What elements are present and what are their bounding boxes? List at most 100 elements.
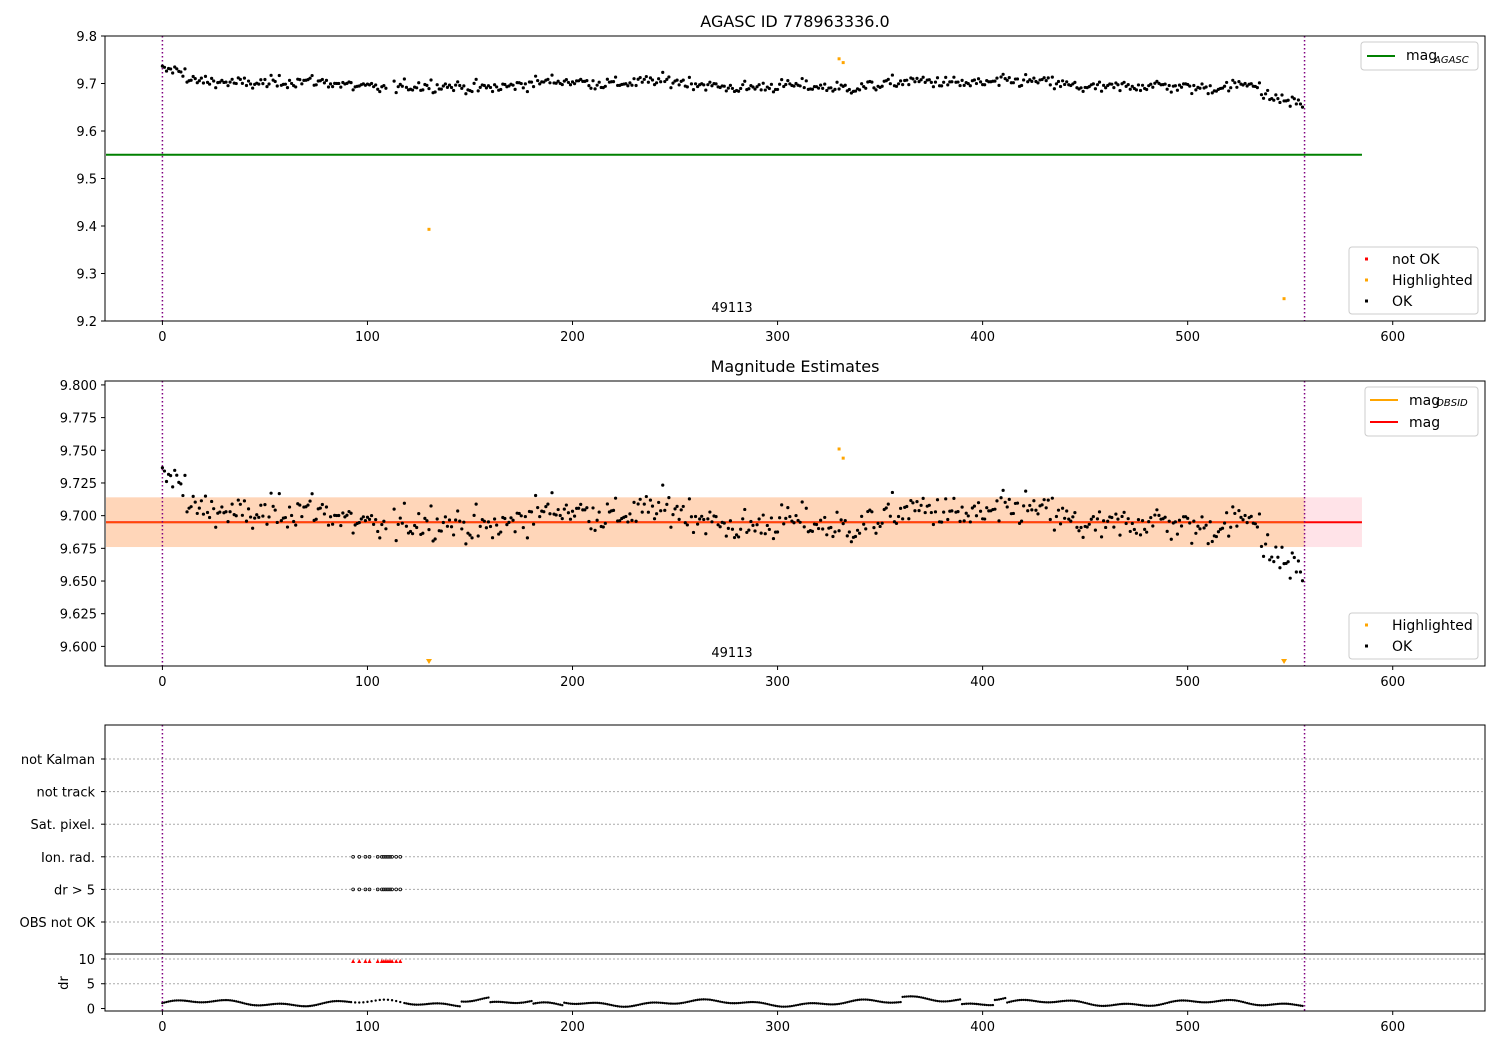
ok-point — [1206, 542, 1210, 546]
ok-point — [1007, 75, 1011, 80]
dr-point — [704, 998, 708, 1001]
ok-point — [872, 526, 876, 530]
ok-point — [560, 82, 564, 87]
dr-point — [651, 1001, 654, 1004]
dr-point — [634, 1004, 638, 1007]
x-tick-label: 0 — [158, 330, 166, 345]
legend-label: OK — [1392, 294, 1413, 310]
dr-point — [819, 1002, 822, 1005]
dr-point — [1198, 1000, 1202, 1004]
flag-label: not track — [36, 786, 95, 801]
dr-point — [1147, 1004, 1150, 1008]
ok-point — [193, 500, 197, 504]
ok-point — [640, 80, 644, 84]
ok-point — [1104, 525, 1108, 530]
dr-point — [362, 1001, 365, 1004]
dr-point — [534, 1002, 537, 1005]
dr-point — [1042, 1001, 1046, 1004]
ok-point — [1259, 544, 1264, 549]
ok-point — [570, 509, 575, 513]
ok-point — [1114, 512, 1118, 516]
ok-point — [267, 82, 271, 86]
ok-point — [205, 80, 210, 84]
dr-point — [661, 1001, 664, 1005]
ok-point — [644, 74, 648, 79]
flag-point — [363, 854, 368, 859]
ok-point — [952, 496, 956, 500]
dr-point — [913, 995, 917, 998]
highlighted-offscale-marker — [1281, 659, 1288, 664]
ok-point — [841, 522, 845, 526]
dr-point — [1264, 1004, 1267, 1007]
dr-point — [181, 999, 185, 1002]
ok-point — [630, 518, 634, 522]
ok-point — [753, 87, 757, 91]
dr-point — [228, 999, 232, 1002]
ok-point — [447, 83, 452, 87]
dr-point — [198, 1001, 201, 1004]
dr-point — [1001, 997, 1005, 1000]
ok-point — [1280, 545, 1284, 549]
ok-point — [376, 529, 380, 534]
ok-point — [474, 502, 478, 506]
ok-point — [462, 84, 466, 88]
ok-point — [929, 80, 933, 84]
ok-point — [1001, 72, 1005, 76]
dr-point — [1063, 999, 1066, 1003]
legend-label: Highlighted — [1392, 273, 1473, 289]
ok-point — [1245, 84, 1249, 88]
y-tick-label: 9.800 — [60, 379, 97, 394]
dr-point — [179, 999, 183, 1002]
dr-point — [944, 1000, 947, 1003]
dr-point — [803, 1002, 806, 1006]
dr-point — [577, 1002, 580, 1006]
ok-point — [913, 509, 917, 513]
ok-point — [1296, 98, 1301, 102]
ok-point — [238, 502, 242, 506]
dr-point — [169, 999, 172, 1003]
ok-point — [433, 537, 437, 541]
dr-point — [1223, 999, 1226, 1002]
dr-clipped-marker — [375, 958, 380, 963]
dr-point — [466, 1000, 470, 1003]
ok-point — [1015, 501, 1020, 505]
dr-point — [235, 1000, 238, 1003]
dr-point — [1206, 1001, 1210, 1004]
ok-point — [722, 84, 726, 88]
ok-point — [638, 497, 642, 501]
ok-point — [591, 506, 595, 510]
dr-point — [811, 1001, 814, 1005]
ok-point — [605, 502, 609, 506]
ok-point — [230, 77, 234, 81]
ok-point — [1300, 579, 1305, 583]
ok-point — [726, 526, 730, 531]
ok-point — [843, 83, 847, 87]
ok-point — [207, 515, 212, 520]
dr-point — [772, 1004, 775, 1007]
ok-point — [1081, 89, 1085, 93]
dr-point — [518, 1001, 521, 1005]
dr-point — [433, 1002, 437, 1005]
x-tick-label: 300 — [765, 330, 790, 345]
dr-point — [212, 1000, 215, 1003]
ok-point — [870, 510, 874, 514]
ok-point — [950, 80, 954, 84]
ok-point — [404, 85, 409, 89]
dr-point — [1204, 1001, 1208, 1004]
ok-point — [1198, 86, 1202, 90]
dr-point — [204, 1001, 207, 1004]
ok-point — [1022, 504, 1026, 508]
dr-point — [608, 1003, 611, 1006]
dr-point — [864, 998, 867, 1001]
dr-point — [1077, 1000, 1081, 1003]
dr-point — [509, 1001, 513, 1005]
dr-point — [317, 1003, 320, 1006]
ok-point — [1019, 83, 1024, 88]
dr-point — [1106, 1004, 1109, 1007]
ok-point — [942, 510, 946, 514]
ok-point — [880, 521, 884, 525]
ok-point — [482, 519, 486, 523]
ok-point — [864, 86, 868, 90]
ok-point — [431, 539, 435, 543]
ok-point — [755, 523, 759, 527]
